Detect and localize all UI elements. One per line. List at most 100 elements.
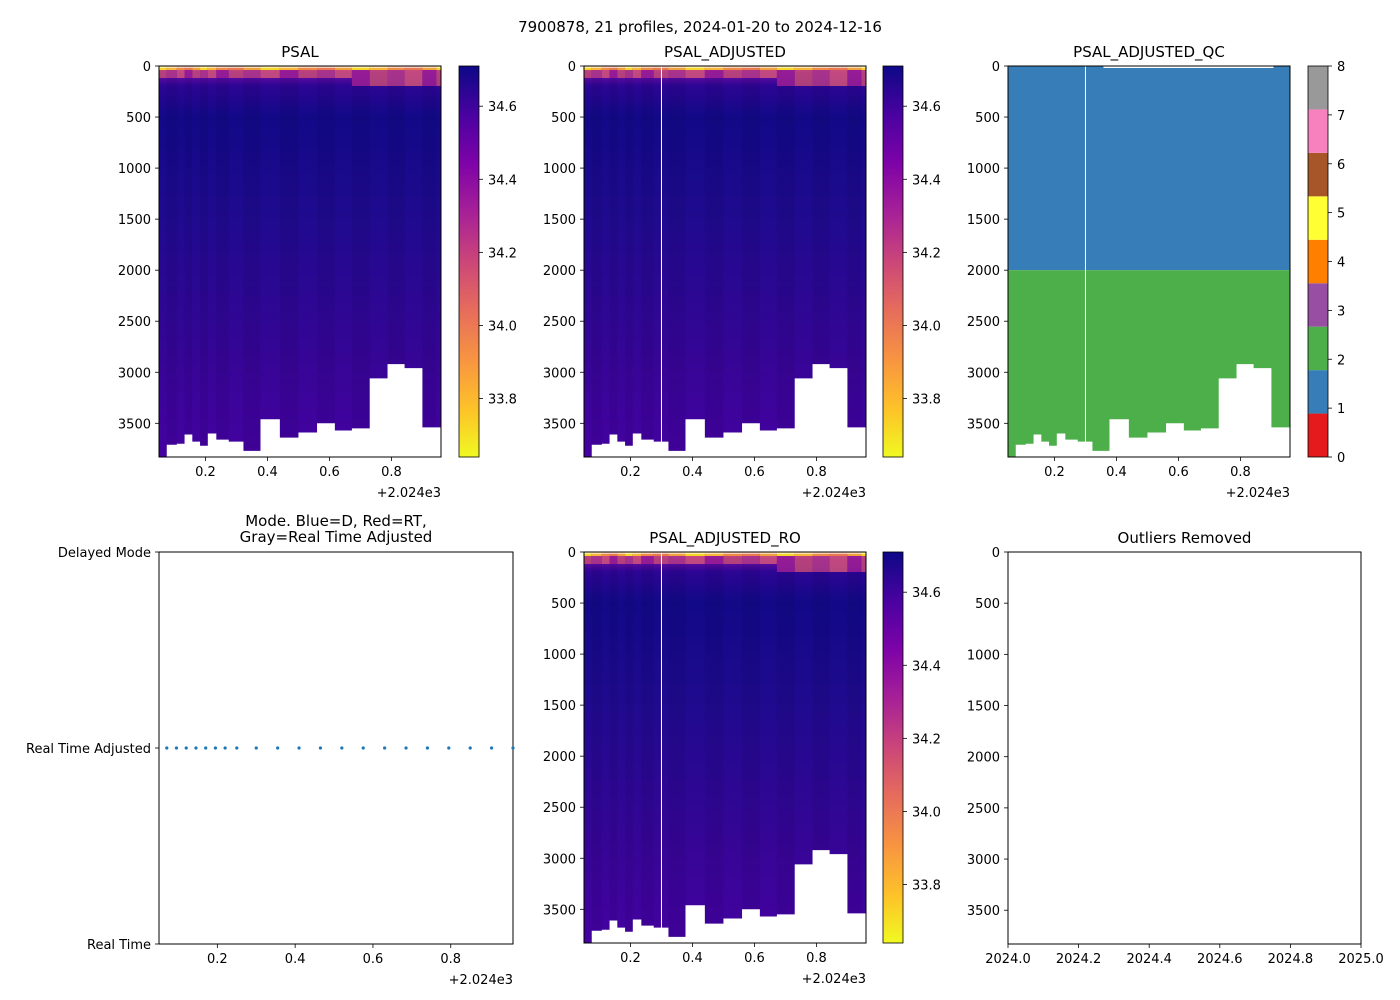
psal_adjusted_ro-colorbar-tick-label: 34.0 (912, 805, 941, 820)
psal-subsurface-cell (243, 70, 261, 78)
psal-subsurface-cell (387, 70, 405, 86)
psal-ytick-label: 3000 (118, 366, 151, 381)
psal-colorbar-tick-label: 34.2 (488, 246, 517, 261)
psal_adjusted-x-offset-label: +2.024e3 (802, 486, 866, 501)
psal_adjusted-subsurface-cell (723, 70, 743, 78)
outliers-ytick-label: 0 (992, 546, 1000, 561)
psal_adjusted_ro-axes-frame (583, 551, 867, 944)
outliers-ytick-label: 3000 (967, 853, 1000, 868)
psal_adjusted_ro-subsurface-cell (641, 556, 654, 564)
psal_adjusted_ro-no-data-floor (584, 850, 866, 943)
psal-profile-column (243, 66, 261, 457)
psal_adjusted_qc-ytick-label: 2500 (967, 315, 1000, 330)
psal_adjusted_ro-subsurface-cell (625, 556, 633, 564)
psal_adjusted-profile-column (812, 66, 830, 457)
outliers-ytick-label: 500 (975, 597, 1000, 612)
psal_adjusted_qc-colorbar-tick-label: 3 (1337, 304, 1345, 319)
psal-profile-column (184, 66, 193, 457)
psal_adjusted_qc-colorbar-tick-label: 4 (1337, 256, 1345, 271)
psal_adjusted_qc-xtick-label: 0.2 (1044, 465, 1065, 480)
psal_adjusted_qc-ytick-label: 1000 (967, 162, 1000, 177)
psal-subsurface-cell (159, 70, 167, 78)
psal_adjusted-subsurface-cell (742, 70, 760, 78)
psal-ytick-label: 1500 (118, 213, 151, 228)
psal_adjusted-profile-column (625, 66, 633, 457)
psal_adjusted_ro-xtick-label: 0.6 (744, 951, 765, 966)
psal_adjusted_ro-profile-column (742, 552, 760, 943)
psal_adjusted_ro-title: PSAL_ADJUSTED_RO (649, 529, 801, 548)
psal_adjusted_ro-subsurface-cell (685, 556, 705, 564)
psal_adjusted-ytick-label: 1000 (543, 162, 576, 177)
psal_adjusted-subsurface-cell (641, 70, 654, 78)
psal_adjusted_qc-ytick-label: 3000 (967, 366, 1000, 381)
outliers-xtick-label: 2025.0 (1338, 952, 1384, 967)
outliers-ytick-label: 1500 (967, 700, 1000, 715)
psal-xtick-label: 0.2 (195, 465, 216, 480)
psal_adjusted-ytick-label: 3000 (543, 366, 576, 381)
mode-xtick-label: 0.2 (207, 952, 228, 967)
psal_adjusted-ytick-label: 2000 (543, 264, 576, 279)
psal_adjusted-ytick-label: 1500 (543, 213, 576, 228)
psal-profile-column (317, 66, 335, 457)
psal-profile-column (387, 66, 405, 457)
mode-xtick-label: 0.4 (285, 952, 306, 967)
psal-profile-column (200, 66, 208, 457)
psal_adjusted_qc-colorbar-segment (1308, 283, 1328, 327)
psal_adjusted_ro-xtick-label: 0.8 (806, 951, 827, 966)
psal_adjusted-colorbar (882, 65, 904, 458)
psal_adjusted_ro-colorbar-tick-label: 34.4 (912, 659, 941, 674)
psal-profile-column (216, 66, 229, 457)
psal-ytick-label: 2500 (118, 315, 151, 330)
mode-data-point (511, 746, 515, 750)
psal_adjusted-subsurface-cell (609, 70, 618, 78)
psal_adjusted_ro-subsurface-cell (704, 556, 724, 564)
psal-subsurface-cell (184, 70, 193, 78)
psal_adjusted_qc-xtick-label: 0.4 (1106, 465, 1127, 480)
psal-axes-frame (158, 65, 442, 458)
psal_adjusted-subsurface-cell (668, 70, 686, 78)
psal-profile-column (166, 66, 177, 457)
psal_adjusted_ro-ytick-label: 2000 (543, 750, 576, 765)
outliers-ytick-label: 2000 (967, 751, 1000, 766)
psal-heatmap (159, 66, 441, 457)
psal_adjusted_ro-ytick-label: 500 (551, 597, 576, 612)
psal_adjusted_ro-profile-column (625, 552, 633, 943)
psal_adjusted_qc-colorbar-tick-label: 2 (1337, 353, 1345, 368)
psal_adjusted_qc-title: PSAL_ADJUSTED_QC (1073, 43, 1225, 62)
psal-subsurface-cell (216, 70, 229, 78)
psal-subsurface-cell (334, 70, 352, 78)
psal_adjusted_qc-ytick-label: 500 (975, 111, 1000, 126)
psal_adjusted_ro-subsurface-cell (759, 556, 777, 564)
mode-data-point (468, 746, 472, 750)
psal-ytick-label: 2000 (118, 264, 151, 279)
psal-colorbar (458, 65, 480, 458)
psal_adjusted-profile-column (641, 66, 654, 457)
mode-data-point (174, 746, 179, 750)
psal-no-data-floor (159, 364, 441, 457)
mode-data-point (490, 746, 494, 750)
psal_adjusted_qc-colorbar-segment (1308, 109, 1328, 153)
psal_adjusted_ro-colorbar-tick-label: 34.6 (912, 586, 941, 601)
psal_adjusted_qc-colorbar-tick-label: 0 (1337, 451, 1345, 466)
psal_adjusted_qc-no-data-floor (1008, 364, 1290, 457)
psal-subsurface-cell (404, 70, 423, 86)
outliers-ytick-label: 3500 (967, 904, 1000, 919)
psal_adjusted_qc-colorbar-tick-label: 8 (1337, 60, 1345, 75)
mode-data-point (204, 746, 208, 750)
psal_adjusted-subsurface-cell (812, 70, 830, 86)
psal_adjusted-profile-column (742, 66, 760, 457)
mode-axes-frame (158, 551, 514, 945)
psal_adjusted-subsurface-cell (617, 70, 626, 78)
psal-ytick-label: 0 (143, 60, 151, 75)
psal_adjusted-subsurface-cell (601, 70, 610, 78)
mode-data-point (318, 746, 323, 750)
psal-title: PSAL (281, 43, 319, 61)
psal_adjusted_qc-heatmap (1008, 66, 1290, 457)
psal_adjusted-profile-column (704, 66, 724, 457)
psal_adjusted_ro-subsurface-cell (584, 556, 592, 564)
psal_adjusted-xtick-label: 0.4 (682, 465, 703, 480)
psal_adjusted_ro-subsurface-cell (794, 556, 813, 572)
outliers-ytick-label: 2500 (967, 802, 1000, 817)
psal-colorbar-tick-label: 34.6 (488, 100, 517, 115)
psal-ytick-label: 1000 (118, 162, 151, 177)
